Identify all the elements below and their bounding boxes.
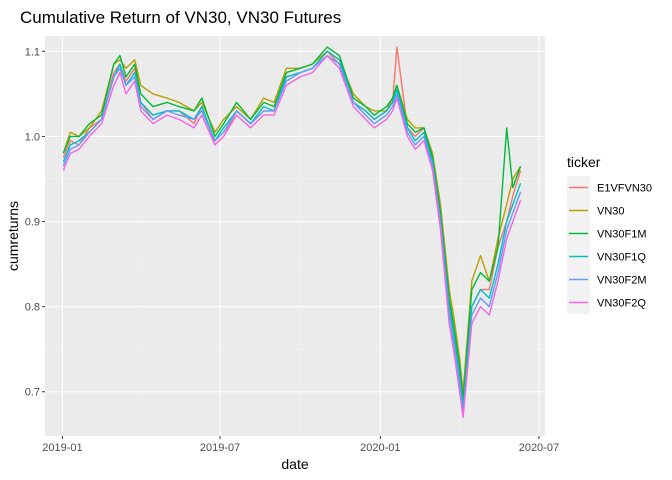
legend-label: VN30 [597, 206, 625, 218]
y-tick-label: 0.9 [25, 217, 40, 229]
series-line-vn30f2q [62, 54, 522, 418]
legend-label: E1VFVN30 [597, 183, 652, 195]
series-line-vn30f2m [62, 54, 522, 414]
y-tick-label: 0.8 [25, 302, 40, 314]
series-lines [62, 46, 522, 418]
legend-title: ticker [567, 154, 601, 170]
legend-label: VN30F1Q [597, 252, 646, 264]
grid [45, 36, 545, 436]
x-axis: 2019-01 2019-07 2020-01 2020-07 [42, 436, 559, 454]
legend-label: VN30F2M [597, 275, 647, 287]
chart-title: Cumulative Return of VN30, VN30 Futures [20, 8, 341, 27]
plot-panel [45, 36, 545, 436]
x-tick-label: 2020-01 [360, 442, 400, 454]
y-tick-label: 1.1 [25, 46, 40, 58]
series-line-vn30f1q [62, 50, 522, 410]
series-line-vn30 [62, 50, 522, 393]
legend: ticker E1VFVN30 VN30 VN30F1M VN30F1Q VN30F2M… [567, 154, 652, 314]
legend-label: VN30F1M [597, 229, 647, 241]
x-axis-title: date [281, 456, 308, 472]
x-tick-label: 2020-07 [519, 442, 559, 454]
y-axis-title: cumreturns [5, 201, 21, 271]
x-tick-label: 2019-01 [42, 442, 82, 454]
y-tick-label: 1.0 [25, 131, 40, 143]
series-line-vn30f1m [62, 46, 522, 401]
legend-label: VN30F2Q [597, 298, 646, 310]
y-tick-label: 0.7 [25, 387, 40, 399]
x-tick-label: 2019-07 [200, 442, 240, 454]
y-axis: 0.7 0.8 0.9 1.0 1.1 [25, 46, 45, 399]
